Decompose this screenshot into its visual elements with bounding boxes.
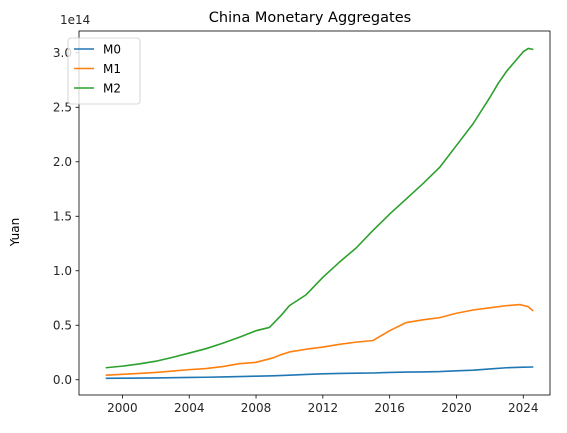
series-line-m0: [105, 366, 534, 380]
y-tick-label: 2.5: [53, 100, 72, 114]
legend-label-m0: M0: [103, 42, 121, 56]
chart-title: China Monetary Aggregates: [209, 10, 411, 26]
axes: 2000 2004 2008 2012 2016 2020 2024 0.0 0.5 1.0 1.5…: [53, 30, 551, 415]
y-tick-label: 2.0: [53, 155, 72, 169]
plot-area: [105, 47, 534, 380]
x-tick-label: 2008: [241, 401, 272, 415]
y-axis-label: Yuan: [8, 218, 22, 248]
x-tick-label: 2012: [308, 401, 339, 415]
legend-label-m1: M1: [103, 62, 121, 76]
x-tick-label: 2020: [441, 401, 472, 415]
axes-frame: [78, 30, 551, 396]
y-tick-label: 1.5: [53, 209, 72, 223]
x-tick-label: 2004: [174, 401, 205, 415]
x-tick-label: 2016: [374, 401, 405, 415]
x-tick-label: 2024: [508, 401, 539, 415]
y-tick-label: 0.0: [53, 373, 72, 387]
legend-label-m2: M2: [103, 81, 121, 95]
y-axis-offset-text: 1e14: [60, 13, 90, 27]
legend: M0 M1 M2: [67, 37, 141, 105]
series-line-m2: [105, 47, 534, 369]
series-line-m1: [105, 303, 534, 376]
y-tick-label: 1.0: [53, 264, 72, 278]
y-tick-label: 3.0: [53, 46, 72, 60]
x-tick-label: 2000: [107, 401, 138, 415]
y-tick-label: 0.5: [53, 318, 72, 332]
